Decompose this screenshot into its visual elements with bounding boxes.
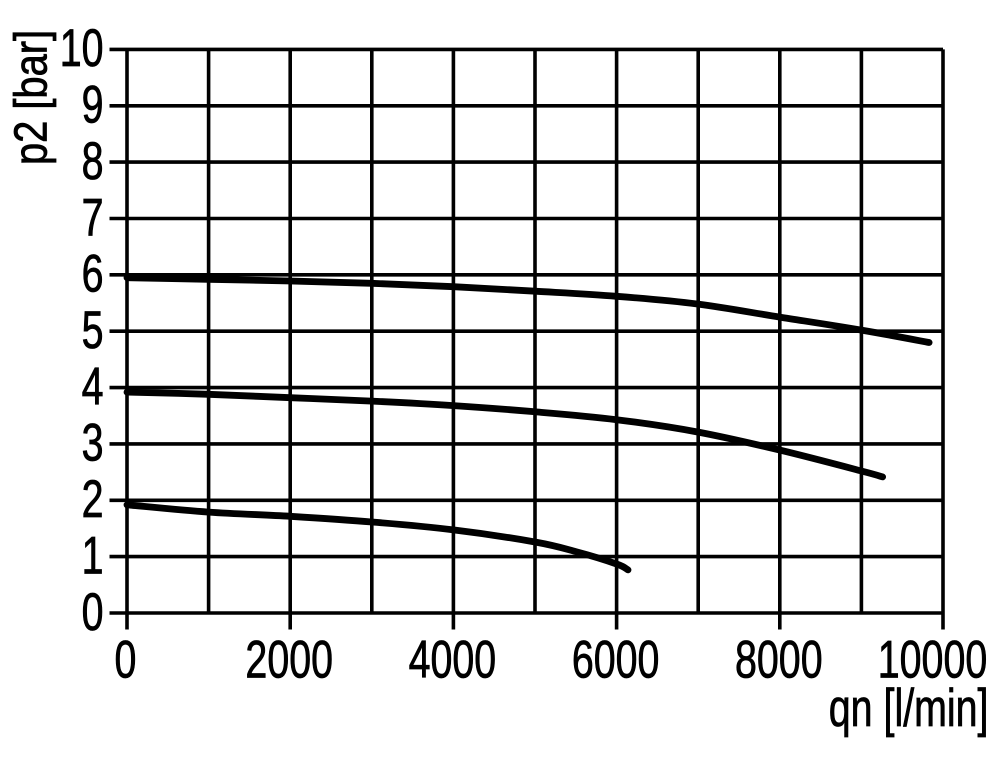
svg-text:9: 9 bbox=[82, 75, 104, 134]
svg-text:1: 1 bbox=[82, 526, 104, 585]
svg-text:7: 7 bbox=[82, 188, 104, 247]
svg-text:5: 5 bbox=[82, 300, 104, 359]
svg-text:8000: 8000 bbox=[735, 630, 823, 689]
svg-text:p2 [bar]: p2 [bar] bbox=[6, 30, 57, 165]
svg-text:4: 4 bbox=[82, 357, 104, 416]
svg-text:10000: 10000 bbox=[878, 630, 987, 689]
svg-text:0: 0 bbox=[115, 630, 137, 689]
svg-text:6000: 6000 bbox=[572, 630, 660, 689]
svg-text:qn [l/min]: qn [l/min] bbox=[829, 678, 989, 737]
svg-text:8: 8 bbox=[82, 131, 104, 190]
svg-text:6: 6 bbox=[82, 244, 104, 303]
svg-text:4000: 4000 bbox=[409, 630, 497, 689]
svg-text:3: 3 bbox=[82, 413, 104, 472]
svg-text:2: 2 bbox=[82, 470, 104, 529]
svg-text:2000: 2000 bbox=[245, 630, 333, 689]
svg-text:10: 10 bbox=[60, 19, 104, 78]
svg-text:0: 0 bbox=[82, 582, 104, 641]
